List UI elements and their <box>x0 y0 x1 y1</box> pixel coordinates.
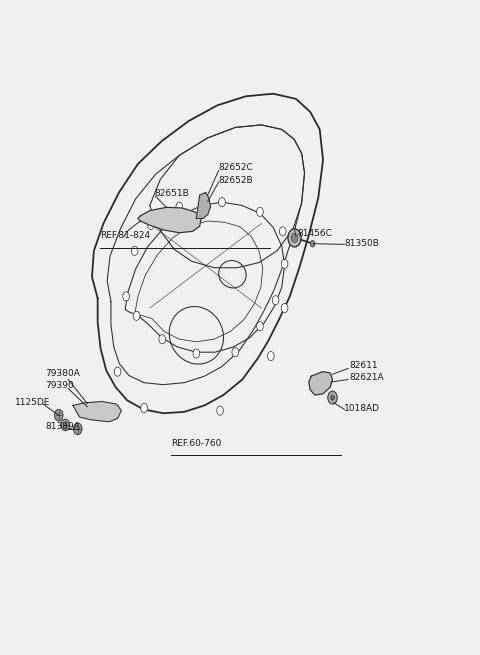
Circle shape <box>331 395 335 400</box>
Circle shape <box>257 208 263 216</box>
Circle shape <box>257 322 263 331</box>
Circle shape <box>141 403 147 413</box>
Circle shape <box>217 406 223 415</box>
Text: 82652B: 82652B <box>219 176 253 185</box>
Text: 82621A: 82621A <box>349 373 384 382</box>
Circle shape <box>288 229 301 247</box>
Circle shape <box>272 295 279 305</box>
Text: 79390: 79390 <box>46 381 74 390</box>
Polygon shape <box>196 193 211 218</box>
Text: REF.60-760: REF.60-760 <box>171 439 222 447</box>
Circle shape <box>281 303 288 312</box>
Text: REF.81-824: REF.81-824 <box>100 231 150 240</box>
Circle shape <box>219 198 225 207</box>
Polygon shape <box>138 208 201 233</box>
Circle shape <box>61 419 70 431</box>
Text: 1018AD: 1018AD <box>344 404 380 413</box>
Circle shape <box>328 391 337 404</box>
Polygon shape <box>309 371 333 395</box>
Circle shape <box>147 220 154 229</box>
Circle shape <box>133 311 140 320</box>
Text: 81350B: 81350B <box>344 239 379 248</box>
Circle shape <box>132 246 138 255</box>
Circle shape <box>291 233 298 242</box>
Circle shape <box>55 409 63 421</box>
Circle shape <box>232 348 239 357</box>
Circle shape <box>114 367 121 376</box>
Text: 1125DE: 1125DE <box>14 398 50 407</box>
Text: 81456C: 81456C <box>297 229 332 238</box>
Circle shape <box>267 352 274 361</box>
Circle shape <box>193 349 200 358</box>
Text: 81389A: 81389A <box>46 422 80 432</box>
Circle shape <box>310 240 315 247</box>
Circle shape <box>159 335 166 344</box>
Text: 82651B: 82651B <box>155 189 189 198</box>
Circle shape <box>279 227 286 236</box>
Circle shape <box>73 423 82 435</box>
Circle shape <box>123 291 130 301</box>
Text: 82611: 82611 <box>349 361 378 369</box>
Circle shape <box>176 202 182 212</box>
Circle shape <box>281 259 288 269</box>
Polygon shape <box>73 402 121 422</box>
Text: 79380A: 79380A <box>46 369 80 378</box>
Text: 82652C: 82652C <box>219 162 253 172</box>
